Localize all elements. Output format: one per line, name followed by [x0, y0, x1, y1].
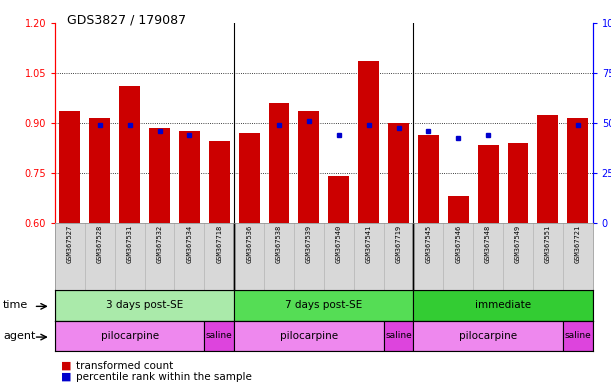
Bar: [358, 61, 379, 223]
Text: GSM367531: GSM367531: [126, 225, 133, 263]
Bar: [384, 321, 414, 351]
Text: percentile rank within the sample: percentile rank within the sample: [76, 372, 252, 382]
Text: time: time: [3, 300, 28, 310]
Bar: [414, 290, 593, 321]
Text: pilocarpine: pilocarpine: [280, 331, 338, 341]
Text: ■: ■: [61, 361, 71, 371]
Bar: [234, 290, 414, 321]
Text: saline: saline: [206, 331, 233, 341]
Bar: [209, 141, 230, 223]
Text: GSM367718: GSM367718: [216, 225, 222, 263]
Bar: [239, 133, 260, 223]
Text: GSM367545: GSM367545: [425, 225, 431, 263]
Bar: [269, 103, 290, 223]
Text: GSM367719: GSM367719: [395, 225, 401, 263]
Text: GSM367532: GSM367532: [156, 225, 163, 263]
Text: GSM367541: GSM367541: [365, 225, 371, 263]
Text: saline: saline: [385, 331, 412, 341]
Bar: [234, 321, 384, 351]
Bar: [149, 128, 170, 223]
Text: pilocarpine: pilocarpine: [459, 331, 517, 341]
Text: GSM367538: GSM367538: [276, 225, 282, 263]
Text: GSM367536: GSM367536: [246, 225, 252, 263]
Bar: [298, 111, 320, 223]
Text: 3 days post-SE: 3 days post-SE: [106, 300, 183, 310]
Text: 7 days post-SE: 7 days post-SE: [285, 300, 362, 310]
Bar: [89, 118, 110, 223]
Bar: [204, 321, 234, 351]
Bar: [563, 321, 593, 351]
Bar: [59, 111, 81, 223]
Bar: [538, 114, 558, 223]
Text: GSM367528: GSM367528: [97, 225, 103, 263]
Bar: [119, 86, 140, 223]
Bar: [328, 176, 349, 223]
Bar: [55, 321, 204, 351]
Text: GSM367534: GSM367534: [186, 225, 192, 263]
Bar: [418, 134, 439, 223]
Text: pilocarpine: pilocarpine: [101, 331, 159, 341]
Text: ■: ■: [61, 372, 71, 382]
Text: agent: agent: [3, 331, 35, 341]
Text: GSM367540: GSM367540: [336, 225, 342, 263]
Bar: [414, 321, 563, 351]
Bar: [55, 290, 234, 321]
Bar: [448, 196, 469, 223]
Text: saline: saline: [565, 331, 591, 341]
Text: GSM367551: GSM367551: [545, 225, 551, 263]
Text: transformed count: transformed count: [76, 361, 174, 371]
Text: GSM367539: GSM367539: [306, 225, 312, 263]
Bar: [508, 143, 529, 223]
Bar: [567, 118, 588, 223]
Bar: [179, 131, 200, 223]
Bar: [478, 144, 499, 223]
Bar: [388, 123, 409, 223]
Text: GSM367546: GSM367546: [455, 225, 461, 263]
Text: GSM367527: GSM367527: [67, 225, 73, 263]
Text: immediate: immediate: [475, 300, 531, 310]
Text: GDS3827 / 179087: GDS3827 / 179087: [67, 13, 186, 26]
Text: GSM367548: GSM367548: [485, 225, 491, 263]
Text: GSM367549: GSM367549: [515, 225, 521, 263]
Text: GSM367721: GSM367721: [575, 225, 580, 263]
